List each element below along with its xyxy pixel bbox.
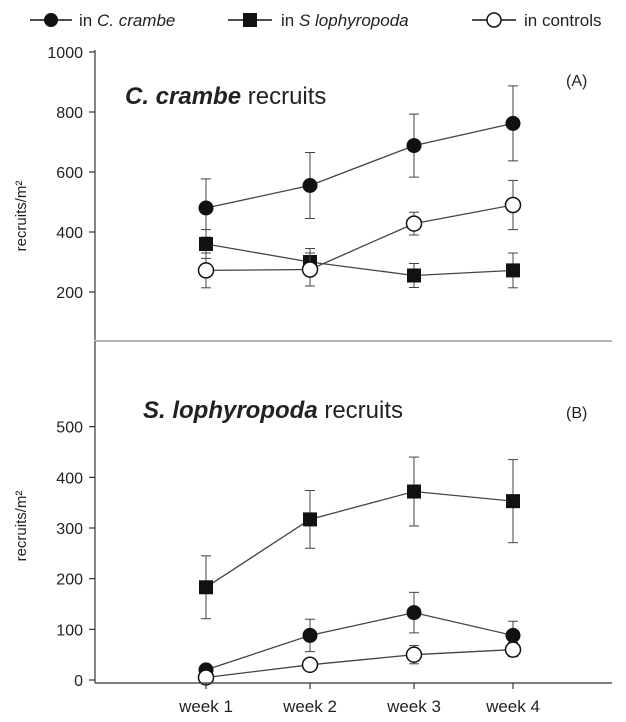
panel-b-series-line-open-circle [205, 648, 514, 679]
panel-b: S. lophyropoda recruits (B) recruits/m² … [13, 341, 587, 690]
legend-prefix-controls: in [524, 11, 542, 30]
panel-a-point-filled-circle [505, 115, 521, 131]
panel-a-y-tick-label: 1000 [47, 45, 83, 62]
x-tick-label: week 4 [485, 697, 540, 716]
legend-marker-open-circle [486, 12, 502, 28]
panel-b-point-open-circle [301, 656, 319, 674]
panel-a-title-rest: recruits [241, 83, 326, 110]
panel-a-y-axis-label: recruits/m² [13, 181, 30, 252]
panel-a-y-tick-label: 200 [56, 285, 83, 302]
panel-a: C. crambe recruits (A) recruits/m² 200 40… [13, 45, 587, 340]
x-axis-labels: week 1 week 2 week 3 week 4 [178, 683, 540, 716]
panel-a-point-open-circle [301, 261, 319, 278]
panel-b-point-open-circle [405, 646, 423, 663]
panel-b-title: S. lophyropoda recruits [143, 397, 403, 424]
legend-item-c-crambe: in C. crambe [30, 11, 175, 30]
panel-b-point-open-circle [504, 641, 522, 658]
legend-label-controls: controls [542, 11, 602, 30]
panel-a-series-line-filled-square [205, 243, 514, 277]
legend-prefix-s-lophyropoda: in [281, 11, 299, 30]
svg-text:in C. crambe: in C. crambe [79, 11, 175, 30]
panel-a-point-filled-circle [302, 178, 318, 193]
panel-b-y-tick-label: 0 [74, 673, 83, 690]
panel-a-y-tick-label: 600 [56, 165, 83, 182]
svg-text:in S lophyropoda: in S lophyropoda [281, 11, 409, 30]
panel-a-y-tick-label: 400 [56, 225, 83, 242]
legend-item-s-lophyropoda: in S lophyropoda [228, 11, 409, 30]
x-tick-label: week 3 [386, 697, 441, 716]
panel-b-series-line-filled-circle [205, 611, 514, 671]
panel-b-title-rest: recruits [318, 397, 403, 424]
panel-b-y-tick-label: 300 [56, 521, 83, 538]
panel-a-point-open-circle [197, 262, 215, 279]
panel-b-y-tick-label: 500 [56, 420, 83, 437]
panel-a-point-filled-circle [198, 200, 214, 216]
panel-b-point-filled-square [506, 494, 520, 509]
x-tick-label: week 2 [282, 697, 337, 716]
panel-b-point-filled-square [303, 512, 317, 527]
panel-b-point-filled-circle [302, 627, 318, 643]
panel-b-y-axis-label: recruits/m² [13, 491, 30, 562]
legend-label-s-lophyropoda: S lophyropoda [299, 11, 409, 30]
legend: in C. crambe in S lophyropoda in control… [30, 11, 602, 30]
panel-a-point-filled-circle [406, 138, 422, 154]
panel-a-title-species: C. crambe [125, 83, 241, 110]
panel-b-y-tick-label: 400 [56, 470, 83, 487]
panel-a-series-line-filled-circle [205, 122, 514, 209]
panel-a-point-filled-square [407, 268, 421, 283]
panel-a-y-tick-label: 800 [56, 105, 83, 122]
legend-prefix-c-crambe: in [79, 11, 97, 30]
panel-b-y-tick-label: 100 [56, 622, 83, 639]
svg-text:in controls: in controls [524, 11, 602, 30]
panel-a-point-open-circle [504, 196, 522, 214]
panel-b-series-line-filled-square [205, 490, 514, 588]
panel-a-label: (A) [566, 73, 587, 90]
legend-marker-filled-circle [44, 13, 58, 27]
x-tick-label: week 1 [178, 697, 233, 716]
panel-b-point-filled-circle [406, 605, 422, 621]
panel-a-series-line-open-circle [205, 204, 514, 272]
legend-marker-filled-square [243, 13, 257, 27]
panel-b-label: (B) [566, 405, 587, 422]
panel-a-point-filled-square [199, 237, 213, 251]
panel-b-point-filled-circle [505, 627, 521, 643]
panel-b-point-filled-square [407, 484, 421, 499]
panel-b-y-tick-label: 200 [56, 572, 83, 589]
panel-a-title: C. crambe recruits [125, 83, 326, 110]
panel-b-point-filled-square [199, 580, 213, 595]
panel-b-title-species: S. lophyropoda [143, 397, 318, 424]
panel-a-point-filled-square [506, 263, 520, 278]
panel-a-point-open-circle [405, 215, 423, 232]
legend-label-c-crambe: C. crambe [97, 11, 175, 30]
legend-item-controls: in controls [472, 11, 602, 30]
